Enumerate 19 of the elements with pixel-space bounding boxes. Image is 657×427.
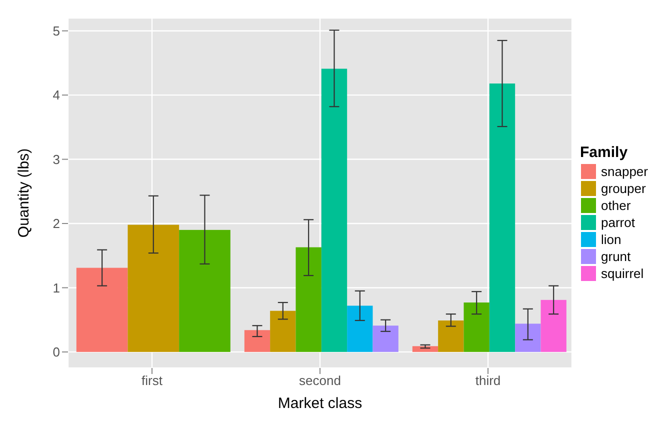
x-tick-label: first [142,373,163,388]
y-tick-label: 5 [52,23,60,38]
legend-label: grouper [601,181,646,196]
x-axis-title: Market class [278,395,362,412]
x-tick-label: third [475,373,501,388]
legend-label: other [601,198,631,213]
y-tick-label: 3 [52,152,60,167]
y-tick-label: 4 [52,88,60,103]
legend-label: snapper [601,164,648,179]
y-tick-label: 1 [52,280,60,296]
legend-label: squirrel [601,266,644,281]
y-axis-title: Quantity (lbs) [15,148,32,238]
legend-label: parrot [601,215,635,230]
legend-label: grunt [601,249,631,264]
y-tick-label: 0 [52,344,60,360]
y-tick-label: 2 [52,216,60,232]
legend-title: Family [580,144,629,161]
legend-label: lion [601,232,622,247]
x-tick-label: second [299,373,341,388]
